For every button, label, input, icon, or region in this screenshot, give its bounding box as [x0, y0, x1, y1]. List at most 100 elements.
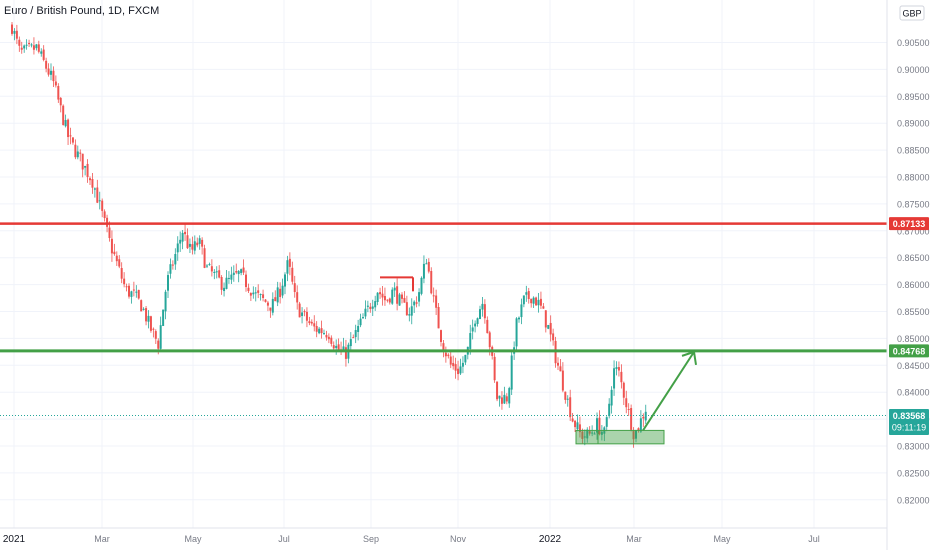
candle	[23, 44, 26, 53]
candle-body	[191, 244, 194, 250]
candle	[52, 66, 55, 88]
candle-body	[500, 397, 503, 404]
candle-body	[364, 308, 367, 317]
candle	[381, 285, 384, 306]
candle	[500, 391, 503, 410]
candle-body	[220, 277, 223, 290]
candle-body	[291, 267, 294, 282]
candle-body	[574, 420, 577, 428]
candle	[408, 307, 411, 322]
candle	[288, 252, 291, 276]
candle-body	[147, 315, 150, 322]
candle	[35, 43, 38, 51]
candle-body	[391, 289, 394, 304]
candle-body	[422, 263, 425, 279]
candle	[240, 268, 243, 276]
candle-body	[271, 298, 274, 313]
candle-body	[508, 388, 511, 404]
candle-body	[179, 239, 182, 244]
candle	[313, 315, 316, 332]
candle	[442, 340, 445, 358]
candle-body	[269, 307, 272, 311]
candle-body	[201, 239, 204, 247]
candle	[257, 284, 260, 299]
candle	[264, 299, 267, 303]
candle-body	[605, 417, 608, 427]
candle	[425, 258, 428, 265]
candle-body	[20, 47, 23, 50]
candle	[308, 316, 311, 326]
candle-body	[532, 297, 535, 304]
candle	[15, 24, 18, 45]
candle	[354, 324, 357, 344]
candle	[181, 229, 184, 250]
candle-body	[408, 314, 411, 316]
currency-badge[interactable]: GBP	[899, 5, 925, 21]
candle	[532, 296, 535, 308]
candle-body	[354, 330, 357, 338]
candle-body	[71, 137, 74, 143]
candle-body	[613, 368, 616, 389]
projection-arrow	[642, 351, 695, 431]
candle-body	[135, 291, 138, 293]
candle	[332, 341, 335, 351]
candle	[559, 358, 562, 372]
candle	[362, 313, 364, 319]
candle-body	[454, 364, 457, 371]
candle	[371, 299, 374, 316]
candle-body	[637, 428, 640, 431]
candle-body	[159, 325, 162, 349]
candle-body	[337, 344, 340, 351]
candle	[301, 307, 304, 324]
candle-body	[525, 292, 528, 295]
candle-body	[252, 292, 255, 295]
candle	[401, 292, 403, 304]
candle	[449, 351, 452, 369]
candle	[525, 285, 528, 302]
candle	[613, 360, 616, 396]
candle	[337, 338, 340, 352]
time-axis[interactable]: 2021 Mar May Jul Sep Nov 2022 Mar May Jul	[3, 534, 820, 545]
candle-body	[89, 178, 91, 181]
candle-body	[632, 431, 635, 440]
candle	[320, 320, 323, 339]
price-axis[interactable]: 0.90500 0.90000 0.89500 0.89000 0.88500 0.880…	[897, 38, 930, 505]
candle-body	[642, 416, 645, 419]
candle	[444, 346, 447, 363]
candle-body	[461, 362, 464, 367]
candle-body	[444, 352, 447, 357]
candle	[542, 303, 545, 309]
candle-body	[152, 328, 155, 330]
candle-body	[203, 248, 206, 268]
candle-body	[327, 336, 330, 340]
candle	[230, 266, 233, 284]
candle	[74, 139, 77, 160]
candle	[561, 362, 564, 393]
candle-body	[310, 321, 313, 324]
candle-body	[332, 345, 335, 349]
candle-body	[547, 324, 550, 329]
candle-body	[520, 304, 523, 318]
candle	[113, 243, 116, 256]
x-tick-label: Jul	[278, 534, 290, 544]
candle	[627, 403, 630, 416]
current-price-tag-text: 0.83568	[893, 411, 926, 421]
candle	[466, 346, 469, 360]
candle-body	[593, 433, 596, 435]
candle-body	[359, 318, 362, 326]
candle	[54, 75, 57, 88]
candle	[76, 145, 79, 160]
candle-body	[98, 200, 101, 202]
candle-body	[578, 424, 581, 433]
x-tick-label: Jul	[808, 534, 820, 544]
candle	[186, 228, 189, 250]
candle	[427, 258, 430, 274]
candle	[91, 172, 94, 194]
candle	[327, 333, 330, 344]
candle	[220, 275, 223, 295]
candle	[103, 209, 106, 222]
candle	[552, 328, 555, 346]
candle	[498, 395, 501, 407]
candle	[249, 292, 252, 302]
